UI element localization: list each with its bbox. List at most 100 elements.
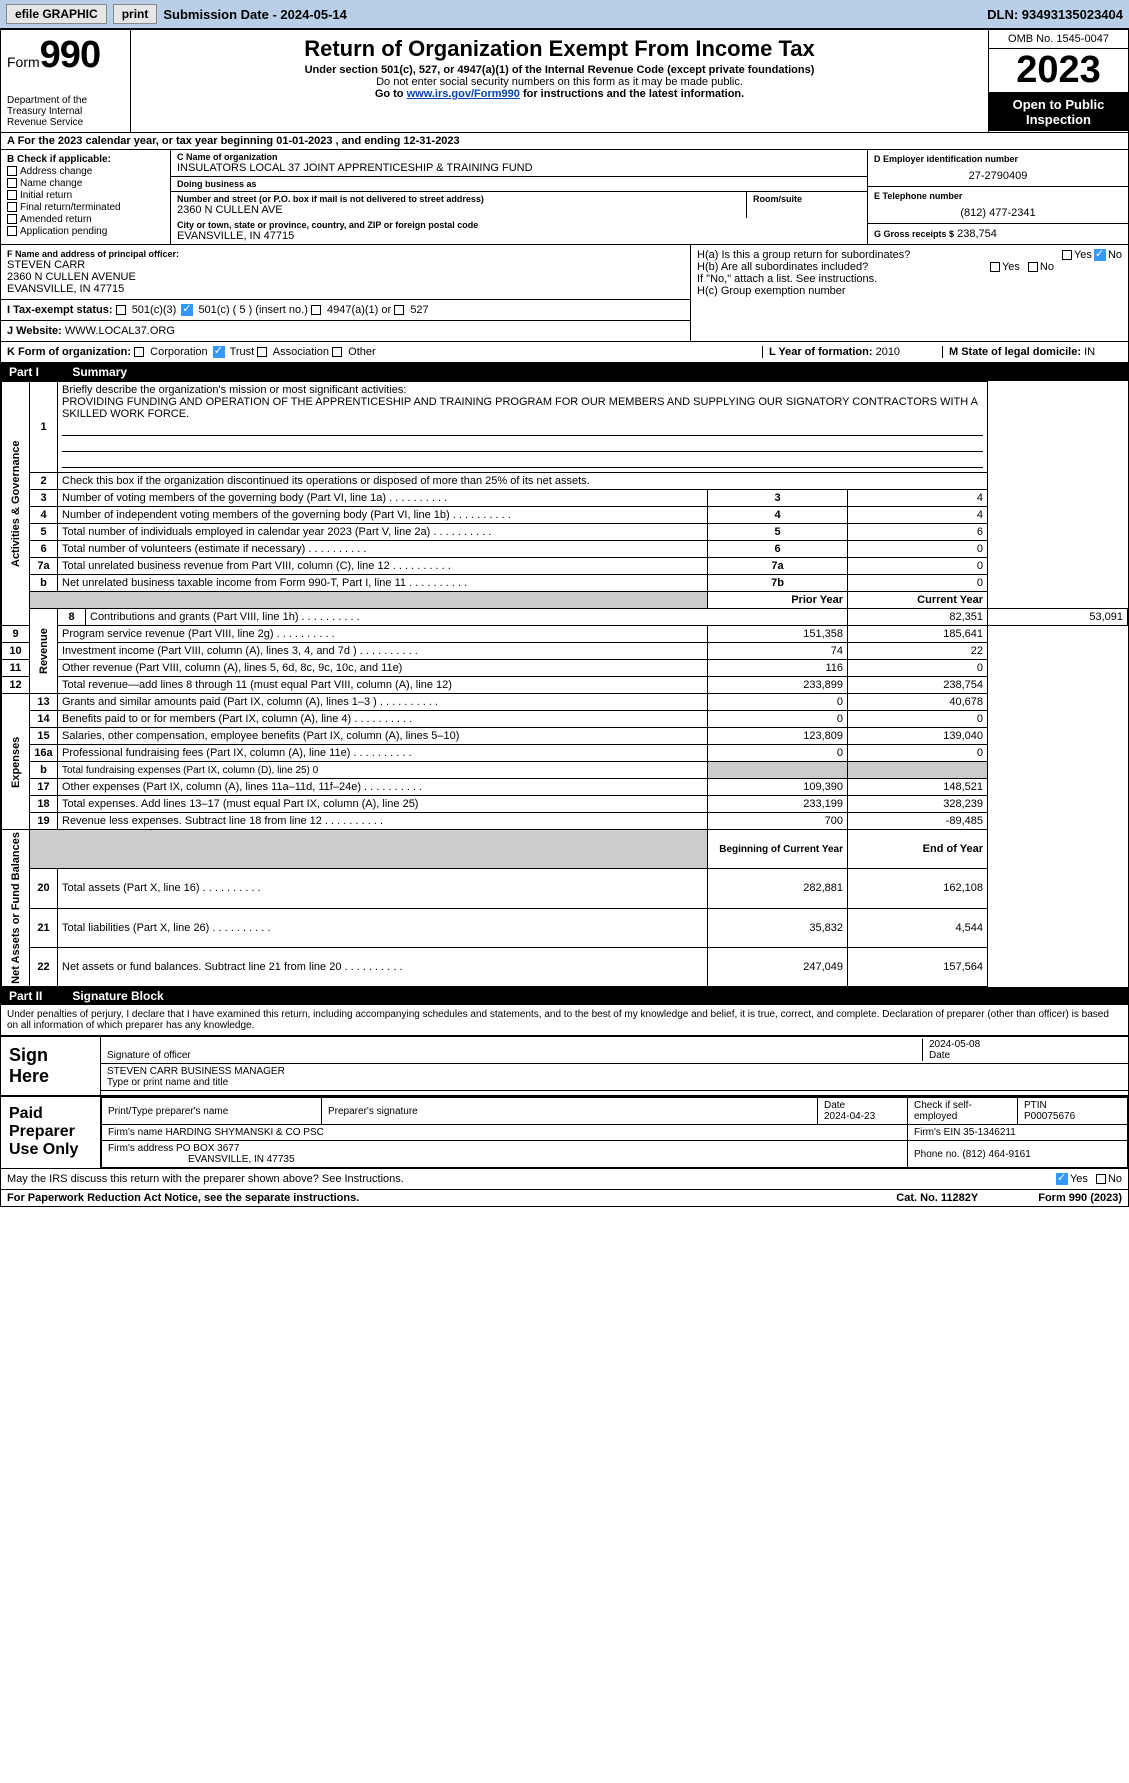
footer-row: For Paperwork Reduction Act Notice, see …: [1, 1189, 1128, 1206]
chk-trust-checked[interactable]: [213, 346, 225, 358]
chk-amended-return[interactable]: Amended return: [7, 214, 164, 225]
discuss-no[interactable]: [1096, 1174, 1106, 1184]
hb-row: H(b) Are all subordinates included? YesN…: [697, 261, 1122, 273]
exp-16b-p: [708, 762, 848, 779]
website-row: J Website: WWW.LOCAL37.ORG: [1, 321, 690, 341]
rev-12-c: 238,754: [848, 677, 988, 694]
hb-note: If "No," attach a list. See instructions…: [697, 273, 1122, 285]
na-20-p: 282,881: [708, 869, 848, 908]
ag-7a-val: 0: [848, 558, 988, 575]
info-grid: B Check if applicable: Address change Na…: [1, 150, 1128, 245]
exp-14-n: 14: [30, 711, 58, 728]
chk-527[interactable]: [394, 305, 404, 315]
chk-address-change[interactable]: Address change: [7, 166, 164, 177]
gross-cell: G Gross receipts $ 238,754: [868, 224, 1128, 244]
col-d: D Employer identification number 27-2790…: [868, 150, 1128, 244]
gross-val: 238,754: [957, 228, 997, 240]
form-container: Form990 Department of the Treasury Inter…: [0, 29, 1129, 1207]
ag-4-lbl: Number of independent voting members of …: [58, 507, 708, 524]
form-title: Return of Organization Exempt From Incom…: [137, 36, 982, 62]
hb-yes[interactable]: [990, 262, 1000, 272]
discuss-yes-checked[interactable]: [1056, 1173, 1068, 1185]
chk-501c3[interactable]: [116, 305, 126, 315]
rev-8-c: 53,091: [988, 609, 1128, 626]
rev-9-lbl: Program service revenue (Part VIII, line…: [58, 626, 708, 643]
ha-no-checked[interactable]: [1094, 249, 1106, 261]
tab-expenses: Expenses: [2, 694, 30, 830]
efile-button[interactable]: efile GRAPHIC: [6, 4, 107, 24]
row-f-h: F Name and address of principal officer:…: [1, 245, 1128, 342]
preparer-ptin-cell: PTINP00075676: [1018, 1098, 1128, 1125]
hb-no[interactable]: [1028, 262, 1038, 272]
na-22-lbl: Net assets or fund balances. Subtract li…: [58, 947, 708, 986]
hb-lbl: H(b) Are all subordinates included?: [697, 261, 868, 273]
chk-4947[interactable]: [311, 305, 321, 315]
tab-activities: Activities & Governance: [2, 382, 30, 626]
chk-other[interactable]: [332, 347, 342, 357]
exp-18-p: 233,199: [708, 796, 848, 813]
chk-name-change[interactable]: Name change: [7, 178, 164, 189]
paid-preparer-block: Paid Preparer Use Only Print/Type prepar…: [1, 1095, 1128, 1168]
sig-row-1: Signature of officer 2024-05-08Date: [101, 1037, 1128, 1064]
dln-label: DLN: 93493135023404: [987, 7, 1123, 22]
rev-8-lbl: Contributions and grants (Part VIII, lin…: [86, 609, 848, 626]
ha-yes[interactable]: [1062, 250, 1072, 260]
row-klm: K Form of organization: Corporation Trus…: [1, 342, 1128, 363]
opt-501c3: 501(c)(3): [132, 304, 177, 316]
sig-name-lbl: Type or print name and title: [107, 1077, 228, 1088]
chk-501c-checked[interactable]: [181, 304, 193, 316]
chk-initial-return[interactable]: Initial return: [7, 190, 164, 201]
street-row: Number and street (or P.O. box if mail i…: [171, 192, 867, 218]
sig-date: 2024-05-08Date: [922, 1039, 1122, 1061]
m-lbl: M State of legal domicile:: [949, 346, 1081, 358]
exp-14-p: 0: [708, 711, 848, 728]
irs-link[interactable]: www.irs.gov/Form990: [407, 88, 520, 100]
street-lbl: Number and street (or P.O. box if mail i…: [177, 194, 740, 204]
goto-pre: Go to: [375, 88, 407, 100]
header-mid: Return of Organization Exempt From Incom…: [131, 30, 988, 132]
rev-12-n: 12: [2, 677, 30, 694]
line2-num: 2: [30, 473, 58, 490]
phone-cell: E Telephone number (812) 477-2341: [868, 187, 1128, 224]
summary-table: Activities & Governance 1 Briefly descri…: [1, 381, 1128, 987]
part2-txt: Signature Block: [72, 989, 163, 1003]
chk-assoc[interactable]: [257, 347, 267, 357]
exp-17-lbl: Other expenses (Part IX, column (A), lin…: [58, 779, 708, 796]
period-end: 12-31-2023: [403, 135, 459, 147]
rev-11-n: 11: [2, 660, 30, 677]
col-c: C Name of organization INSULATORS LOCAL …: [171, 150, 868, 244]
form-header: Form990 Department of the Treasury Inter…: [1, 30, 1128, 133]
na-22-c: 157,564: [848, 947, 988, 986]
part2-header: Part II Signature Block: [1, 987, 1128, 1005]
na-22-n: 22: [30, 947, 58, 986]
preparer-date-cell: Date2024-04-23: [818, 1098, 908, 1125]
k-cell: K Form of organization: Corporation Trus…: [7, 346, 762, 358]
print-button[interactable]: print: [113, 4, 158, 24]
firm-phone-cell: Phone no. (812) 464-9161: [908, 1141, 1128, 1168]
rev-11-lbl: Other revenue (Part VIII, column (A), li…: [58, 660, 708, 677]
part1-pt: Part I: [9, 365, 69, 379]
goto-post: for instructions and the latest informat…: [520, 88, 744, 100]
form-word: Form: [7, 54, 40, 70]
exp-13-c: 40,678: [848, 694, 988, 711]
org-name-cell: C Name of organization INSULATORS LOCAL …: [171, 150, 867, 177]
exp-16b-lbl: Total fundraising expenses (Part IX, col…: [58, 762, 708, 779]
ag-7b-n: b: [30, 575, 58, 592]
rev-8-p: 82,351: [848, 609, 988, 626]
l-lbl: L Year of formation:: [769, 346, 873, 358]
ag-6-lbl: Total number of volunteers (estimate if …: [58, 541, 708, 558]
ag-5-box: 5: [708, 524, 848, 541]
exp-15-n: 15: [30, 728, 58, 745]
officer-addr1: 2360 N CULLEN AVENUE: [7, 271, 684, 283]
rev-10-n: 10: [2, 643, 30, 660]
chk-app-pending[interactable]: Application pending: [7, 226, 164, 237]
chk-corp[interactable]: [134, 347, 144, 357]
ag-7b-val: 0: [848, 575, 988, 592]
exp-17-c: 148,521: [848, 779, 988, 796]
preparer-selfemp-cell: Check if self-employed: [908, 1098, 1018, 1125]
chk-final-return[interactable]: Final return/terminated: [7, 202, 164, 213]
exp-16b-n: b: [30, 762, 58, 779]
line1-txt: PROVIDING FUNDING AND OPERATION OF THE A…: [62, 396, 977, 420]
ag-5-val: 6: [848, 524, 988, 541]
tax-year: 2023: [989, 49, 1128, 92]
